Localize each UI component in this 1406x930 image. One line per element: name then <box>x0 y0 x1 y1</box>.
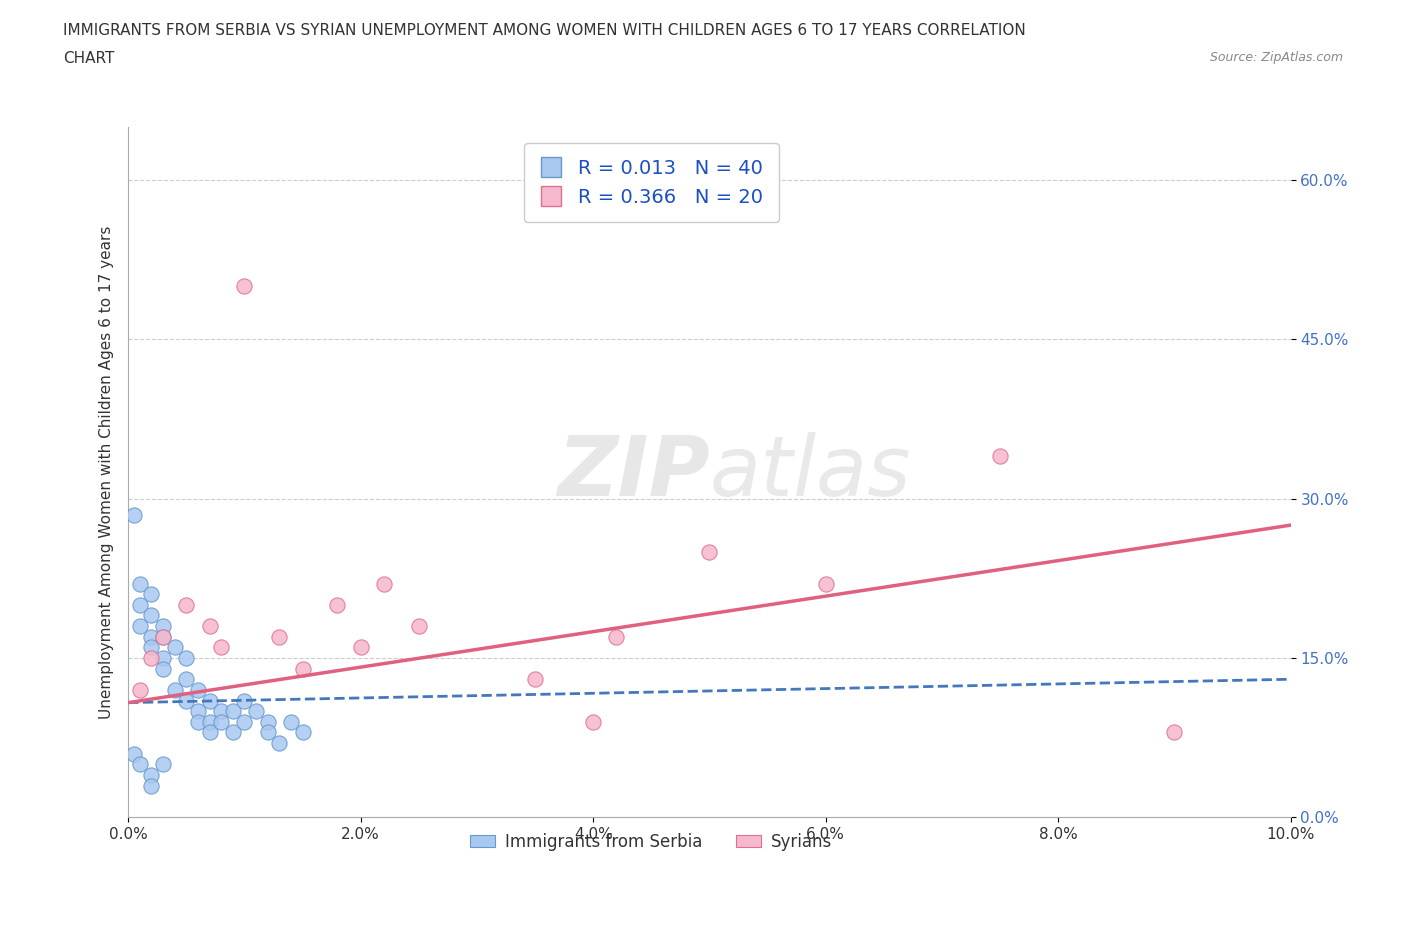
Point <box>291 661 314 676</box>
Point <box>141 651 163 666</box>
Point <box>128 683 150 698</box>
Point <box>187 714 209 729</box>
Point <box>187 683 209 698</box>
Point <box>198 693 221 708</box>
Point <box>209 704 232 719</box>
Point <box>582 714 605 729</box>
Point <box>163 640 186 655</box>
Point <box>280 714 302 729</box>
Point <box>141 640 163 655</box>
Point <box>128 618 150 633</box>
Point <box>269 736 291 751</box>
Point <box>122 507 145 522</box>
Legend: Immigrants from Serbia, Syrians: Immigrants from Serbia, Syrians <box>464 826 839 857</box>
Point <box>198 618 221 633</box>
Point <box>291 725 314 740</box>
Text: atlas: atlas <box>710 432 911 512</box>
Point <box>141 630 163 644</box>
Text: ZIP: ZIP <box>557 432 710 512</box>
Point <box>222 704 245 719</box>
Point <box>988 448 1011 463</box>
Point <box>152 630 174 644</box>
Point <box>233 279 256 294</box>
Point <box>128 757 150 772</box>
Point <box>176 597 198 612</box>
Point <box>245 704 267 719</box>
Point <box>233 693 256 708</box>
Point <box>152 630 174 644</box>
Point <box>176 671 198 686</box>
Point <box>209 640 232 655</box>
Point <box>122 746 145 761</box>
Point <box>141 767 163 782</box>
Point <box>128 597 150 612</box>
Point <box>198 725 221 740</box>
Point <box>350 640 373 655</box>
Point <box>176 693 198 708</box>
Point <box>326 597 349 612</box>
Point <box>256 714 278 729</box>
Point <box>152 618 174 633</box>
Point <box>269 630 291 644</box>
Text: Source: ZipAtlas.com: Source: ZipAtlas.com <box>1209 51 1343 64</box>
Text: IMMIGRANTS FROM SERBIA VS SYRIAN UNEMPLOYMENT AMONG WOMEN WITH CHILDREN AGES 6 T: IMMIGRANTS FROM SERBIA VS SYRIAN UNEMPLO… <box>63 23 1026 38</box>
Point <box>198 714 221 729</box>
Point <box>152 651 174 666</box>
Point <box>176 651 198 666</box>
Point <box>141 587 163 602</box>
Point <box>209 714 232 729</box>
Point <box>152 757 174 772</box>
Point <box>699 544 721 559</box>
Point <box>605 630 627 644</box>
Point <box>233 714 256 729</box>
Point <box>163 683 186 698</box>
Point <box>141 778 163 793</box>
Point <box>373 577 395 591</box>
Text: CHART: CHART <box>63 51 115 66</box>
Point <box>128 577 150 591</box>
Point <box>1163 725 1185 740</box>
Point <box>256 725 278 740</box>
Point <box>141 608 163 623</box>
Y-axis label: Unemployment Among Women with Children Ages 6 to 17 years: Unemployment Among Women with Children A… <box>100 225 114 719</box>
Point <box>152 661 174 676</box>
Point <box>408 618 430 633</box>
Point <box>814 577 837 591</box>
Point <box>222 725 245 740</box>
Point <box>187 704 209 719</box>
Point <box>524 671 547 686</box>
